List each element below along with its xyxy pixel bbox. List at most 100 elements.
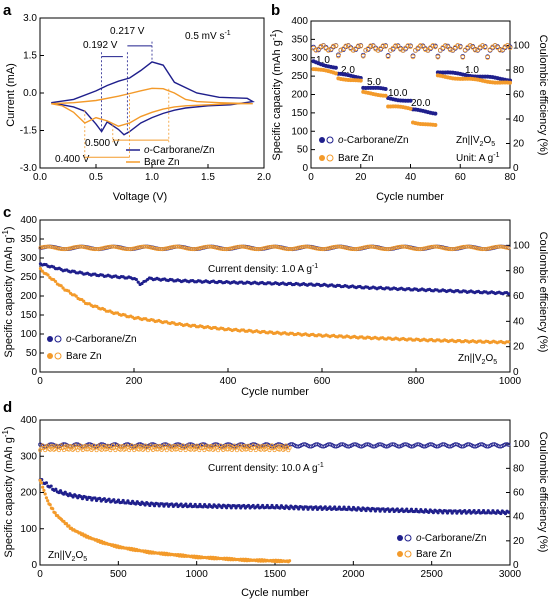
ce-point-bare (390, 45, 396, 51)
ce-point-bare (433, 244, 438, 249)
panel-c-ytick-label: 250 (20, 272, 37, 283)
capacity-point-bare (64, 522, 69, 526)
panel-c-frame (39, 219, 511, 373)
panel-a-annot-1: 0.192 V (83, 40, 118, 51)
capacity-point-carborane (323, 505, 327, 509)
ce-point-bare (222, 247, 227, 252)
ce-point-bare (403, 45, 408, 51)
ce-point-bare (67, 447, 71, 452)
ce-point-bare (477, 44, 483, 50)
panel-c-xtick-label: 1000 (499, 376, 522, 387)
ce-point-bare (475, 47, 481, 53)
ce-point-bare (207, 447, 212, 452)
panel-c-ytick-label: 300 (20, 253, 37, 264)
ce-point-bare (213, 245, 218, 250)
panel-b-y2tick-label: 20 (513, 139, 525, 150)
ce-point-bare (502, 245, 507, 250)
capacity-point-carborane (265, 503, 269, 508)
ce-point-bare (469, 245, 473, 249)
ce-point-bare (343, 43, 349, 49)
panel-d-ytick-label: 200 (20, 488, 37, 499)
panel-d-y2tick-label: 80 (513, 463, 525, 474)
panel-d-legend-ring-carborane (404, 534, 412, 542)
ce-point-bare (425, 245, 430, 250)
capacity-point-bare (82, 299, 86, 303)
ce-point-bare (230, 246, 235, 251)
ce-point-bare (324, 246, 329, 251)
panel-d-legend-carborane: o-Carborane/Zn (416, 533, 487, 544)
panel-b-rate-4: 10.0 (388, 88, 408, 99)
capacity-point-carborane (121, 498, 125, 503)
ce-point-bare (158, 247, 163, 252)
ce-point-bare (423, 47, 428, 52)
capacity-point-bare (67, 524, 71, 528)
panel-c-cell-label: Zn||V2O5 (458, 353, 497, 366)
ce-point-bare (287, 445, 292, 450)
capacity-point-carborane (499, 511, 503, 516)
panel-b-y2tick-label: 40 (513, 114, 525, 125)
panel-a-annot-3: 0.500 V (85, 138, 120, 149)
ce-point-bare (132, 448, 137, 453)
ce-point-bare (343, 245, 347, 250)
panel-c-legend-bare: Bare Zn (66, 351, 102, 362)
ce-point-bare (153, 246, 158, 251)
ce-point-bare (296, 245, 300, 250)
ce-point-bare (328, 245, 332, 250)
ce-point-bare (218, 246, 223, 251)
ce-point-bare (272, 448, 277, 453)
panel-a-ylabel: Current (mA) (5, 63, 17, 127)
capacity-point-carborane (152, 504, 157, 508)
capacity-point-carborane (148, 503, 152, 508)
ce-point-bare (497, 244, 502, 249)
ce-point-bare (155, 246, 159, 251)
panel-c-ytick-label: 150 (20, 310, 37, 321)
ce-point-bare (384, 247, 389, 252)
ce-point-bare (463, 244, 468, 249)
capacity-point-bare (408, 106, 413, 111)
ce-point-bare (371, 244, 376, 249)
capacity-point-carborane (58, 489, 63, 493)
capacity-point-carborane (309, 505, 313, 509)
ce-point-bare (50, 444, 55, 449)
capacity-point-carborane (193, 502, 197, 507)
ce-point-bare (226, 447, 231, 452)
capacity-point-carborane (134, 277, 138, 282)
panel-d-xtick-label: 3000 (499, 569, 522, 580)
ce-point-bare (215, 245, 220, 250)
ce-point-bare (465, 244, 470, 249)
ce-point-bare (267, 244, 272, 249)
ce-point-bare (484, 246, 488, 251)
panel-b-ytick-label: 400 (291, 16, 308, 27)
capacity-point-bare (61, 286, 65, 290)
ce-point-bare (49, 245, 54, 249)
capacity-point-bare (59, 284, 63, 288)
ce-point-bare (260, 444, 264, 449)
ce-point-bare (314, 246, 319, 251)
ce-point-bare (132, 246, 137, 251)
capacity-point-carborane (71, 495, 75, 499)
capacity-point-carborane (282, 506, 287, 510)
ce-point-bare (169, 447, 174, 452)
panel-d-ytick-label: 400 (20, 415, 37, 426)
ce-point-bare (502, 44, 508, 50)
ce-point-bare (337, 244, 342, 249)
ce-point-bare (247, 245, 252, 250)
ce-point-bare (74, 244, 79, 249)
ce-point-bare (461, 244, 466, 249)
ce-point-bare (305, 244, 310, 249)
ce-point-bare (429, 244, 434, 249)
ce-point-bare (405, 43, 411, 49)
ce-point-bare (385, 54, 391, 59)
capacity-point-carborane (494, 511, 498, 515)
ce-point-bare (228, 246, 233, 251)
ce-point-bare (164, 246, 169, 251)
ce-point-bare (495, 45, 500, 51)
ce-point-bare (179, 245, 184, 250)
capacity-point-bare (358, 78, 363, 83)
panel-a-ytick-label: -3.0 (20, 163, 38, 174)
ce-point-bare (53, 446, 58, 451)
ce-point-bare (403, 244, 408, 249)
panel-c-current-density: Current density: 1.0 A g-1 (208, 263, 318, 275)
panel-b-cell-label: Zn||V2O5 (456, 135, 495, 148)
